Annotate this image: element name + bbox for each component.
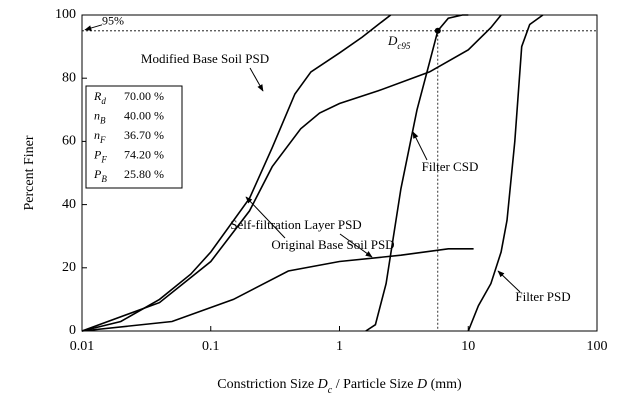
x-axis-label-part: Constriction Size — [217, 377, 317, 392]
x-tick-label: 0.01 — [70, 339, 95, 354]
series-label: Modified Base Soil PSD — [141, 51, 269, 66]
parameter-value: 70.00 % — [124, 89, 164, 103]
reference-label: 95% — [102, 14, 124, 28]
x-tick-label: 0.1 — [202, 339, 220, 354]
series-label: Self-filtration Layer PSD — [230, 217, 361, 232]
y-tick-label: 80 — [62, 70, 76, 85]
series-line — [81, 14, 392, 332]
y-tick-label: 0 — [69, 323, 76, 338]
parameter-symbol: nF — [94, 128, 106, 145]
series-line — [467, 14, 544, 332]
parameter-value: 25.80 % — [124, 167, 164, 181]
parameter-symbol-part: n — [94, 128, 100, 142]
series-line — [81, 14, 502, 332]
series-arrow — [412, 131, 428, 161]
reference-arrow — [84, 24, 103, 31]
parameter-value: 36.70 % — [124, 128, 164, 142]
parameter-symbol-part: P — [93, 147, 102, 161]
parameter-symbol: PB — [93, 167, 107, 184]
point-label-part: c95 — [397, 41, 410, 51]
parameter-symbol-part: P — [93, 167, 102, 181]
parameter-symbol: Rd — [93, 89, 106, 106]
x-axis-label-part: (mm) — [427, 377, 462, 392]
series-line — [365, 14, 469, 332]
parameter-symbol-sub: B — [101, 174, 107, 184]
parameter-value: 74.20 % — [124, 147, 164, 161]
y-tick-label: 100 — [55, 7, 76, 22]
y-tick-label: 60 — [62, 134, 76, 149]
parameter-symbol: nB — [94, 108, 106, 125]
series-line — [81, 248, 474, 332]
parameter-symbol-sub: d — [101, 96, 106, 106]
parameter-symbol-sub: B — [100, 116, 106, 126]
parameter-symbol-part: n — [94, 108, 100, 122]
x-axis-label: Constriction Size Dc / Particle Size D (… — [217, 377, 462, 396]
y-tick-label: 40 — [62, 197, 76, 212]
point-label: Dc95 — [387, 33, 411, 51]
parameter-value: 40.00 % — [124, 108, 164, 122]
parameter-symbol-sub: F — [100, 155, 107, 165]
x-axis-label-part: / Particle Size — [332, 377, 417, 392]
x-tick-label: 100 — [587, 339, 608, 354]
series-arrow — [249, 67, 264, 92]
series-arrow — [497, 270, 521, 293]
parameter-box — [85, 85, 183, 189]
series-label: Original Base Soil PSD — [271, 237, 394, 252]
y-tick-label: 20 — [62, 260, 76, 275]
series-label: Filter CSD — [422, 159, 479, 174]
x-axis-label-part: D — [416, 377, 427, 392]
x-tick-label: 1 — [336, 339, 343, 354]
parameter-symbol-sub: F — [99, 135, 106, 145]
x-axis-label-part: D — [317, 377, 328, 392]
point-label-part: D — [387, 33, 398, 48]
parameter-symbol-part: R — [93, 89, 102, 103]
parameter-symbol: PF — [93, 147, 107, 164]
series-arrow — [245, 196, 286, 239]
x-tick-label: 10 — [461, 339, 475, 354]
series-label: Filter PSD — [515, 289, 570, 304]
series-arrow — [339, 233, 373, 258]
x-axis-label-part: c — [328, 385, 333, 396]
y-axis-label: Percent Finer — [22, 135, 37, 210]
